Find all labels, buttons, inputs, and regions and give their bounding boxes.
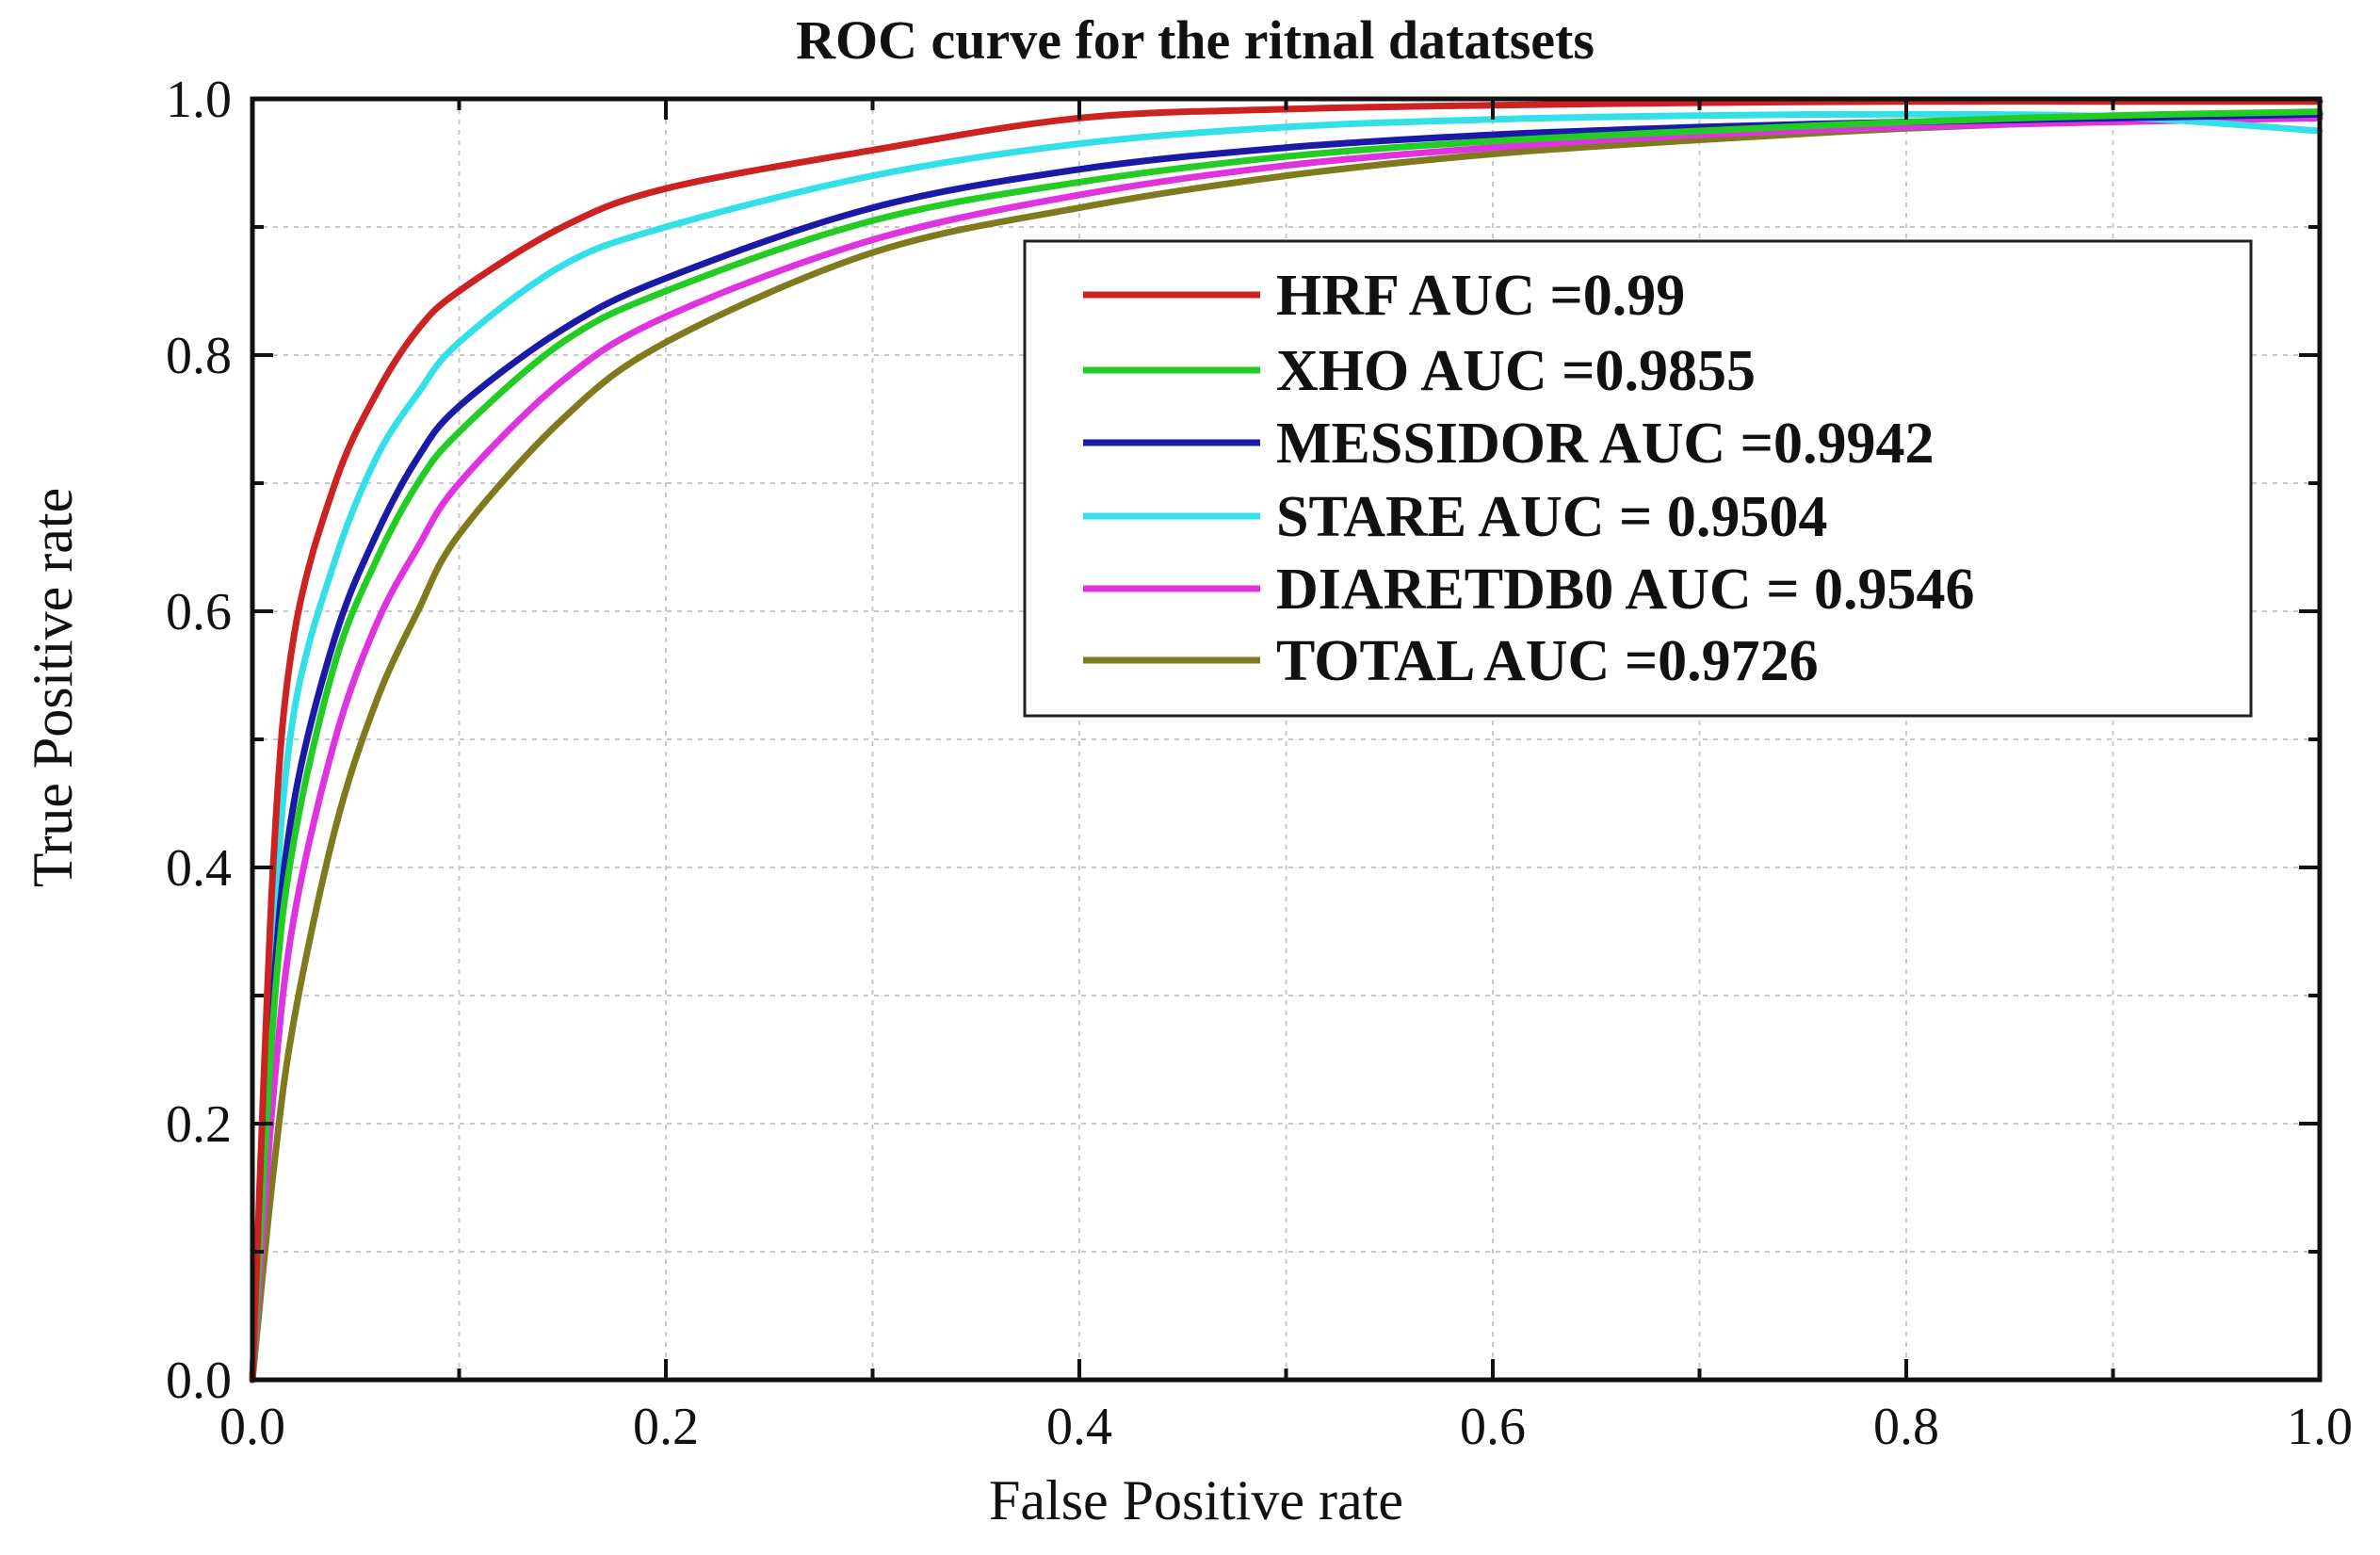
legend-box	[1023, 239, 2253, 718]
legend-label: TOTAL AUC =0.9726	[1276, 629, 1819, 693]
x-tick-label: 0.2	[633, 1398, 699, 1456]
y-tick-label: 0.6	[166, 583, 232, 641]
series-line-stare	[249, 110, 2323, 1384]
y-tick-label: 0.4	[166, 839, 232, 898]
x-tick-label: 0.8	[1873, 1398, 1939, 1456]
x-tick-label: 0.0	[219, 1398, 285, 1456]
y-axis-label: True Positive rate	[22, 488, 84, 887]
legend-label: MESSIDOR AUC =0.9942	[1276, 412, 1934, 476]
series-line-diaretdb0	[249, 114, 2323, 1384]
legend-label: DIARETDB0 AUC = 0.9546	[1276, 558, 1975, 622]
tick-layer: 0.0 0.2 0.4 0.6 0.8 1.0 0.0 0.2 0.4 0.6 0.8 1.0	[166, 71, 2353, 1456]
x-tick-label: 0.4	[1046, 1398, 1112, 1456]
y-tick-label: 0.8	[166, 327, 232, 385]
legend: HRF AUC =0.99 XHO AUC =0.9855 MESSIDOR AUC…	[1023, 239, 2253, 718]
y-tick-label: 0.2	[166, 1095, 232, 1154]
x-tick-label: 1.0	[2287, 1398, 2353, 1456]
series-layer	[249, 98, 2323, 1384]
x-tick-label: 0.6	[1460, 1398, 1526, 1456]
series-line-xho	[249, 108, 2323, 1384]
x-axis-label: False Positive rate	[989, 1469, 1403, 1531]
legend-label: STARE AUC = 0.9504	[1276, 485, 1827, 549]
series-line-hrf	[249, 98, 2323, 1384]
grid-layer	[252, 99, 2320, 1380]
legend-label: HRF AUC =0.99	[1276, 264, 1685, 328]
legend-label: XHO AUC =0.9855	[1276, 339, 1756, 403]
y-tick-label: 1.0	[166, 71, 232, 129]
y-tick-label: 0.0	[166, 1352, 232, 1410]
chart-title: ROC curve for the ritnal datatsets	[796, 9, 1595, 71]
